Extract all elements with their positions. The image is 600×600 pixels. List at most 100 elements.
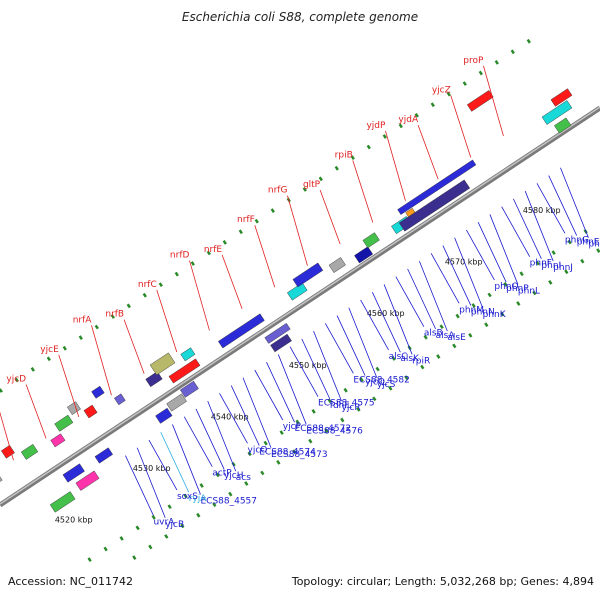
accession-text: Accession: NC_011742 — [8, 575, 134, 588]
gene-label-leader — [548, 175, 578, 236]
scale-tick-label: 4530 kbp — [133, 464, 171, 473]
gene-label: nrfD — [170, 250, 190, 260]
tick-mark — [580, 258, 585, 264]
gene-feature-block — [149, 352, 176, 376]
gene-label: nrfC — [138, 280, 157, 290]
gene-label: acs — [236, 473, 251, 483]
gene-feature-block — [114, 393, 126, 406]
tick-mark — [484, 322, 489, 328]
gene-label: ryjA — [189, 494, 208, 504]
tick-mark — [46, 356, 51, 362]
gene-label: yjcP — [283, 422, 302, 432]
tick-mark — [532, 290, 537, 296]
gene-label: nrfA — [73, 315, 93, 325]
genome-backbone-highlight — [0, 106, 600, 505]
tick-mark — [263, 440, 268, 446]
gene-label: yjcO — [248, 445, 268, 455]
gene-label-leader — [477, 222, 507, 283]
tick-mark — [414, 112, 419, 118]
gene-feature-block — [94, 447, 113, 464]
tick-mark — [238, 229, 243, 235]
tick-mark — [388, 385, 393, 391]
gene-label: yjcR — [342, 403, 361, 413]
gene-label-leader — [336, 315, 366, 376]
gene-label-leader — [254, 369, 284, 421]
gene-label: rpiB — [335, 150, 353, 160]
gene-feature-block — [49, 491, 76, 513]
gene-label: nrfB — [105, 310, 124, 320]
tick-mark — [164, 534, 169, 539]
gene-label-leader — [313, 330, 342, 402]
tick-mark — [206, 250, 211, 256]
tick-mark — [292, 449, 297, 455]
tick-mark — [110, 314, 115, 319]
tick-mark — [119, 536, 124, 541]
gene-label: phnM — [459, 305, 484, 315]
gene-label: phnJ — [553, 263, 573, 273]
tick-mark — [423, 334, 428, 340]
gene-feature-block — [550, 88, 573, 107]
gene-label: yjcS — [377, 380, 396, 390]
gene-label: yjcH — [224, 471, 244, 481]
scale-tick-label: 4580 kbp — [523, 206, 561, 215]
gene-label: ECS88_4576 — [306, 426, 363, 436]
gene-label-leader — [221, 254, 243, 309]
gene-label-leader — [360, 299, 389, 351]
tick-mark — [228, 491, 233, 497]
gene-feature-block — [155, 407, 173, 424]
gene-feature-block — [50, 433, 66, 448]
gene-feature-block — [264, 322, 291, 344]
tick-mark — [94, 324, 99, 330]
gene-feature-block — [398, 179, 471, 232]
gene-label: nrfG — [268, 186, 288, 196]
gene-label: ECS88_4573 — [271, 450, 328, 460]
gene-label-leader — [219, 393, 248, 444]
gene-label-leader — [125, 455, 154, 516]
tick-mark — [596, 248, 600, 253]
gene-label-leader — [560, 167, 589, 238]
gene-label-leader — [536, 183, 566, 234]
tick-mark — [382, 134, 387, 139]
gene-feature-block — [0, 445, 15, 459]
gene-feature-block — [287, 282, 308, 301]
gene-feature-block — [180, 347, 196, 362]
tick-mark — [340, 417, 345, 423]
gene-label: alsC — [389, 352, 408, 362]
gene-feature-block — [554, 117, 572, 134]
gene-label-leader — [395, 276, 425, 327]
gene-feature-block — [66, 401, 81, 415]
tick-mark — [199, 483, 204, 488]
gene-label: alsE — [447, 333, 466, 343]
tick-mark — [158, 282, 163, 288]
gene-label-leader — [301, 338, 331, 400]
gene-label: nrfE — [204, 245, 223, 255]
gene-feature-block — [397, 159, 477, 215]
gene-label: yjcQ — [365, 378, 385, 388]
tick-mark — [462, 81, 467, 86]
gene-feature-block — [20, 443, 39, 460]
gene-label-leader — [160, 432, 190, 493]
tick-mark — [564, 269, 569, 275]
gene-label: actP — [212, 469, 232, 479]
gene-label: phnP — [506, 284, 529, 294]
tick-mark — [142, 292, 147, 298]
tick-mark — [548, 280, 553, 285]
tick-mark — [254, 218, 259, 224]
gene-label-leader — [407, 268, 436, 330]
gene-label-leader — [195, 408, 225, 470]
gene-label: ECS88_4557 — [200, 496, 257, 506]
tick-mark — [468, 332, 473, 338]
gene-label-leader — [0, 411, 14, 461]
gene-feature-block — [83, 404, 98, 419]
tick-mark — [404, 375, 409, 380]
gene-feature-block — [466, 90, 494, 112]
tick-mark — [500, 311, 505, 317]
tick-mark — [398, 123, 403, 129]
tick-mark — [324, 428, 329, 433]
gene-label-leader — [287, 195, 308, 266]
gene-label: phnI — [541, 261, 561, 271]
gene-label: phnK — [483, 310, 507, 320]
tick-mark — [436, 354, 441, 359]
tick-mark — [132, 555, 137, 560]
